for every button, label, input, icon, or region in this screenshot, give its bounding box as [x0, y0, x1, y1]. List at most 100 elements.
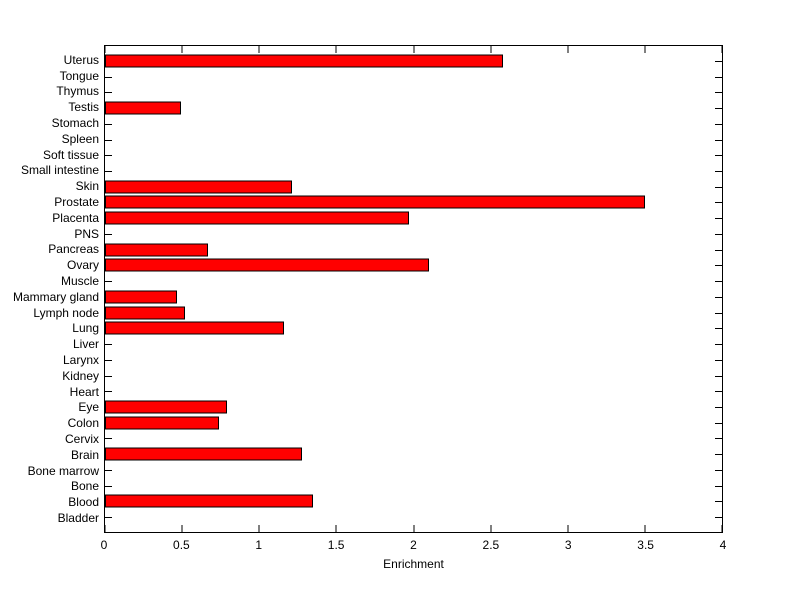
x-tick-label: 1.5 — [327, 538, 345, 552]
y-tick-right — [715, 485, 722, 487]
bar-rows — [105, 46, 722, 532]
category-label-heart: Heart — [69, 384, 99, 399]
category-label-brain: Brain — [70, 447, 99, 462]
bar-row-small-intestine — [105, 163, 722, 179]
category-label-cervix: Cervix — [64, 432, 99, 447]
bar-pancreas — [105, 243, 209, 257]
category-label-larynx: Larynx — [62, 353, 99, 368]
x-tick-top — [567, 46, 569, 53]
category-label-pns: PNS — [74, 226, 99, 241]
y-tick-right — [715, 92, 722, 94]
category-label-soft-tissue: Soft tissue — [42, 147, 99, 162]
bar-lymph-node — [105, 306, 186, 320]
x-tick-top — [335, 46, 337, 53]
y-tick-right — [715, 218, 722, 220]
x-axis-title: Enrichment — [383, 557, 444, 571]
bar-row-testis — [105, 100, 722, 116]
category-label-colon: Colon — [67, 416, 99, 431]
y-tick-right — [715, 344, 722, 346]
x-axis-tick-labels: 0 0.5 1 1.5 2 2.5 3 3.5 4 — [101, 538, 727, 554]
category-label-prostate: Prostate — [54, 195, 99, 210]
x-tick-bottom — [258, 525, 260, 532]
bar-row-bone-marrow — [105, 462, 722, 478]
category-label-stomach: Stomach — [51, 116, 99, 131]
category-label-testis: Testis — [68, 100, 99, 115]
category-label-ovary: Ovary — [66, 258, 99, 273]
bar-row-lymph-node — [105, 305, 722, 321]
x-tick-label: 0.5 — [173, 538, 190, 552]
bar-row-soft-tissue — [105, 147, 722, 163]
bar-row-mammary-gland — [105, 289, 722, 305]
y-tick-right — [715, 233, 722, 235]
category-label-skin: Skin — [75, 179, 99, 194]
y-tick-right — [715, 123, 722, 125]
y-tick-left — [105, 391, 112, 393]
bar-row-tongue — [105, 69, 722, 85]
y-tick-right — [715, 186, 722, 188]
bar-colon — [105, 416, 220, 430]
bar-row-larynx — [105, 352, 722, 368]
bar-row-placenta — [105, 210, 722, 226]
y-tick-right — [715, 108, 722, 110]
y-tick-right — [715, 171, 722, 172]
bar-row-bone — [105, 478, 722, 494]
y-tick-right — [715, 76, 722, 78]
bar-testis — [105, 101, 181, 115]
x-tick-label: 3 — [564, 538, 572, 552]
y-tick-left — [105, 139, 112, 141]
y-tick-right — [715, 155, 722, 157]
bar-row-thymus — [105, 84, 722, 100]
y-tick-left — [105, 92, 112, 94]
category-label-liver: Liver — [72, 337, 99, 352]
x-tick-bottom — [181, 525, 183, 532]
y-tick-left — [105, 469, 112, 471]
bar-row-blood — [105, 494, 722, 510]
x-tick-bottom — [644, 525, 646, 532]
y-tick-left — [105, 281, 112, 283]
bar-row-uterus — [105, 53, 722, 69]
bar-row-skin — [105, 179, 722, 195]
x-tick-bottom — [567, 525, 569, 532]
x-tick-label: 4 — [719, 538, 727, 552]
y-tick-right — [715, 454, 722, 456]
y-tick-left — [105, 155, 112, 157]
bar-ovary — [105, 258, 429, 272]
bar-row-muscle — [105, 273, 722, 289]
y-tick-right — [715, 281, 722, 283]
y-axis-labels: Uterus Tongue Thymus Testis Stomach Spleen Sof… — [0, 45, 99, 533]
y-tick-right — [715, 312, 722, 314]
x-tick-top — [258, 46, 260, 53]
bar-row-kidney — [105, 368, 722, 384]
category-label-spleen: Spleen — [61, 131, 99, 146]
x-tick-label: 3.5 — [637, 538, 654, 552]
x-tick-top — [721, 46, 723, 53]
category-label-uterus: Uterus — [63, 52, 99, 67]
y-tick-right — [715, 328, 722, 330]
y-tick-left — [105, 359, 112, 361]
bar-skin — [105, 180, 292, 194]
bar-row-ovary — [105, 258, 722, 274]
y-tick-right — [715, 438, 722, 440]
bar-row-bladder — [105, 509, 722, 525]
y-tick-right — [715, 265, 722, 267]
category-label-lung: Lung — [72, 321, 99, 336]
category-label-kidney: Kidney — [62, 368, 99, 383]
y-tick-right — [715, 359, 722, 361]
y-tick-right — [715, 469, 722, 471]
x-tick-top — [104, 46, 106, 53]
bar-row-cervix — [105, 431, 722, 447]
category-label-tongue: Tongue — [59, 68, 99, 83]
category-label-muscle: Muscle — [60, 274, 99, 289]
bar-mammary-gland — [105, 290, 178, 304]
x-tick-bottom — [104, 525, 106, 532]
y-tick-left — [105, 375, 112, 377]
y-tick-left — [105, 344, 112, 346]
y-tick-right — [715, 517, 722, 519]
x-tick-bottom — [413, 525, 414, 532]
bar-row-brain — [105, 446, 722, 462]
bar-row-liver — [105, 336, 722, 352]
x-tick-top — [490, 46, 492, 53]
y-tick-right — [715, 391, 722, 393]
y-tick-left — [105, 76, 112, 78]
